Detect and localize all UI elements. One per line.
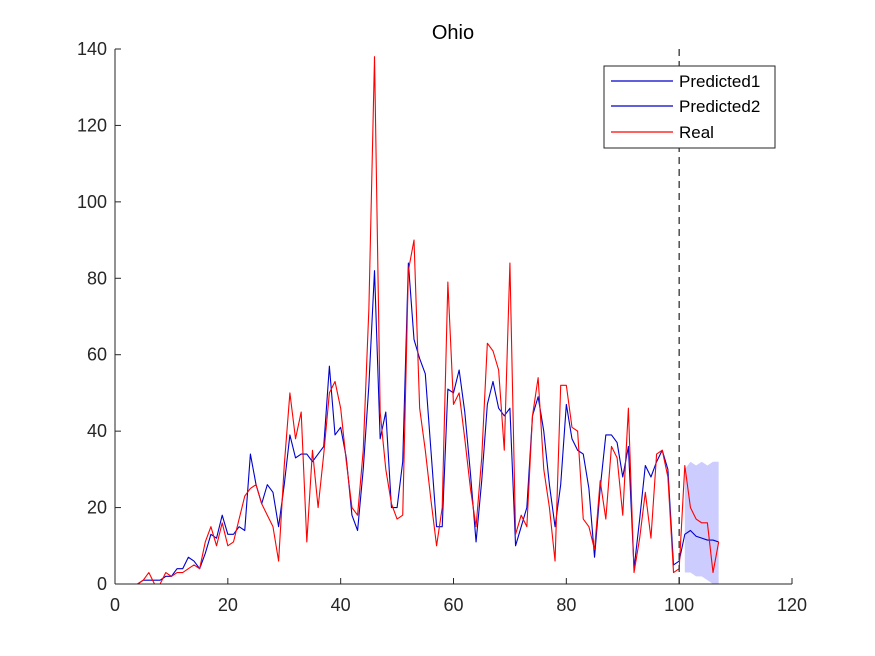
series-lines-layer (120, 56, 720, 585)
y-tick-label: 140 (77, 39, 107, 59)
x-tick-label: 20 (218, 595, 238, 615)
y-tick-label: 0 (97, 574, 107, 594)
y-tick-label: 80 (87, 268, 107, 288)
x-tick-label: 120 (777, 595, 807, 615)
x-tick-label: 0 (110, 595, 120, 615)
chart-title: Ohio (432, 22, 474, 44)
x-tick-label: 100 (664, 595, 694, 615)
x-tick-label: 80 (556, 595, 576, 615)
series-line-predicted1 (678, 529, 719, 562)
legend-label-real: Real (679, 123, 714, 142)
x-tick-label: 40 (331, 595, 351, 615)
legend-box (603, 65, 776, 149)
legend-label-predicted2: Predicted2 (679, 97, 760, 116)
series-line-real (120, 56, 720, 585)
x-ticks: 0 20 40 60 80 100 120 (110, 578, 807, 615)
y-tick-label: 120 (77, 115, 107, 135)
y-tick-label: 40 (87, 421, 107, 441)
x-tick-label: 60 (443, 595, 463, 615)
y-tick-label: 60 (87, 345, 107, 365)
y-tick-label: 20 (87, 498, 107, 518)
y-ticks: 0 20 40 60 80 100 120 140 (77, 39, 121, 594)
y-tick-label: 100 (77, 192, 107, 212)
legend-label-predicted1: Predicted1 (679, 72, 760, 91)
legend: Predicted1 Predicted2 Real (603, 65, 776, 149)
